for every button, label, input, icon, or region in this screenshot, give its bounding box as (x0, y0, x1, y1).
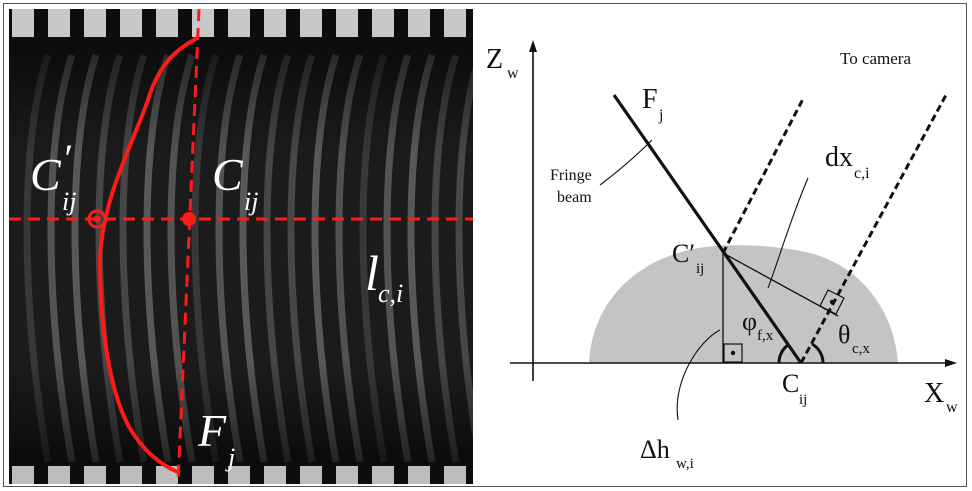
label-to-camera: To camera (840, 49, 911, 68)
label-cij-subscript: ij (799, 392, 807, 408)
label-c-prime-subscript: ij (62, 187, 76, 216)
label-theta-subscript: c,x (852, 341, 870, 357)
angle-arc-phi (777, 343, 789, 364)
fringe-curve (97, 36, 199, 475)
tooth (444, 466, 466, 484)
angle-arc-theta (811, 342, 825, 364)
tooth (264, 466, 286, 484)
label-f: F (197, 405, 227, 456)
right-angle-marker-perp (819, 289, 845, 315)
figure-frame (3, 3, 967, 487)
tube-shading (9, 50, 473, 465)
point-c-prime-marker (87, 209, 107, 229)
tooth (156, 9, 178, 37)
label-phi-subscript: f,x (757, 328, 774, 344)
tooth (264, 9, 286, 37)
tooth (228, 9, 250, 37)
label-x-axis: X (924, 378, 944, 409)
tooth (300, 466, 322, 484)
label-dx: dx (825, 142, 853, 173)
label-dx-subscript: c,i (854, 165, 870, 182)
label-l-subscript: c,i (378, 279, 403, 308)
point-c-marker (182, 212, 196, 226)
tooth (12, 9, 34, 37)
label-fringe-beam-line2: beam (557, 189, 592, 206)
tooth (372, 466, 394, 484)
point-c-prime-dot (93, 215, 101, 223)
tooth (228, 466, 250, 484)
label-cij: C (782, 369, 799, 398)
label-delta-h: Δh (640, 435, 670, 464)
label-z-axis-subscript: w (507, 65, 519, 82)
label-delta-h-subscript: w,i (676, 456, 694, 472)
label-z-axis: Z (486, 44, 503, 75)
perpendicular-dx-line (722, 252, 839, 317)
tooth (192, 466, 214, 484)
label-f-subscript: j (225, 443, 235, 472)
tooth (300, 9, 322, 37)
tooth (84, 466, 106, 484)
label-l: l (365, 245, 379, 301)
tooth (84, 9, 106, 37)
z-axis-arrowhead (529, 40, 537, 52)
tooth (48, 466, 70, 484)
tooth (120, 466, 142, 484)
tooth (444, 9, 466, 37)
label-fringe-beam-line1: Fringe (550, 167, 592, 184)
label-phi: φ (742, 307, 757, 336)
tooth (408, 466, 430, 484)
fringe-beam-leader (599, 139, 653, 186)
vertical-dashed-line (176, 9, 201, 484)
right-angle-marker-base (723, 343, 743, 363)
bottom-teeth-strip (12, 466, 466, 484)
tooth (336, 9, 358, 37)
label-c-prime: C′ (672, 239, 695, 268)
schematic-diagram: Z w To camera F j Fringe beam dx c,i C′ … (486, 40, 958, 472)
camera-ray-left (721, 96, 806, 254)
label-fj-subscript: j (658, 107, 663, 124)
right-angle-dot-perp (829, 299, 835, 305)
tooth (372, 9, 394, 37)
tooth (336, 466, 358, 484)
tooth (12, 466, 34, 484)
tooth (120, 9, 142, 37)
right-angle-dot-base (730, 350, 736, 356)
x-axis-arrowhead (945, 359, 957, 367)
tooth (48, 9, 70, 37)
label-x-axis-subscript: w (946, 399, 958, 416)
label-c-prime-mark: ′ (62, 136, 72, 181)
tooth (192, 9, 214, 37)
label-c-prime: C (30, 149, 62, 200)
label-fj: F (642, 84, 658, 115)
delta-h-leader (676, 329, 721, 421)
label-c: C (212, 149, 244, 200)
camera-ray-right (799, 94, 948, 364)
label-c-prime-subscript: ij (696, 261, 704, 277)
dx-leader (767, 177, 809, 289)
surface-profile (589, 245, 898, 363)
fringe-beam-line (612, 94, 803, 364)
label-theta: θ (838, 320, 850, 349)
tooth (408, 9, 430, 37)
fringe-photo: C ′ ij C ij l c,i F j (9, 9, 473, 484)
label-c-subscript: ij (244, 187, 258, 216)
